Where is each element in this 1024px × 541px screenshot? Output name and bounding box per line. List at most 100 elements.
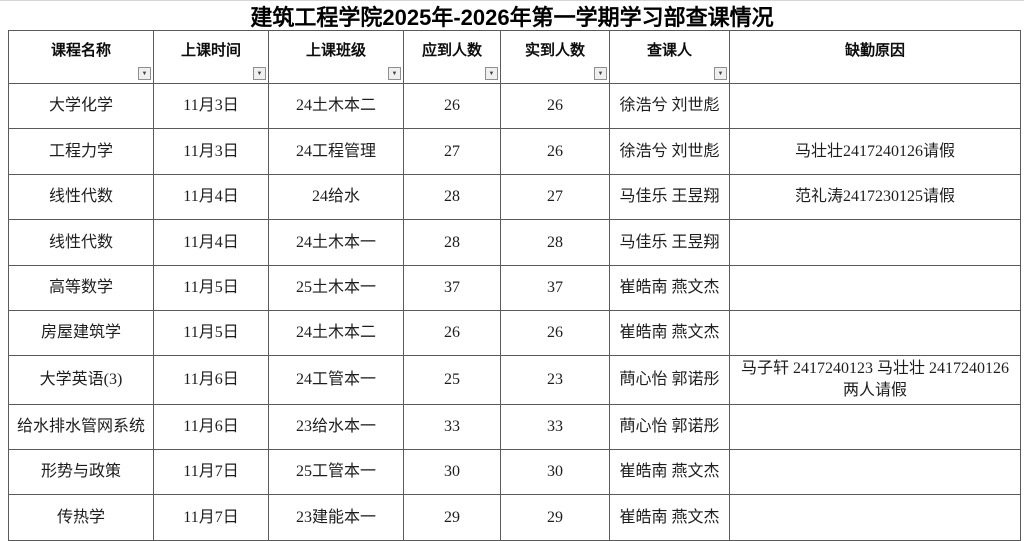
- cell-inspectors[interactable]: 马佳乐 王昱翔: [609, 173, 730, 221]
- cell-inspectors[interactable]: 崔皓南 燕文杰: [609, 264, 730, 311]
- cell-time[interactable]: 11月5日: [153, 264, 269, 311]
- cell-course[interactable]: 线性代数: [8, 173, 154, 221]
- cell-actual[interactable]: 26: [500, 82, 610, 130]
- column-header-time[interactable]: 上课时间 ▼: [153, 30, 269, 84]
- page-title: 建筑工程学院2025年-2026年第一学期学习部查课情况: [250, 4, 774, 30]
- filter-dropdown-icon[interactable]: ▼: [253, 67, 266, 80]
- cell-expected[interactable]: 27: [403, 128, 501, 175]
- cell-course[interactable]: 给水排水管网系统: [8, 403, 154, 450]
- filter-dropdown-icon[interactable]: ▼: [485, 67, 498, 80]
- cell-actual[interactable]: 28: [500, 219, 610, 266]
- cell-time[interactable]: 11月7日: [153, 494, 269, 541]
- cell-reason[interactable]: [729, 219, 1021, 266]
- cell-class[interactable]: 24工管本一: [268, 355, 404, 405]
- filter-dropdown-icon[interactable]: ▼: [138, 67, 151, 80]
- filter-dropdown-icon[interactable]: ▼: [594, 67, 607, 80]
- table-row: 大学化学 11月3日 24土木本二 26 26 徐浩兮 刘世彪: [8, 82, 1021, 130]
- cell-expected[interactable]: 26: [403, 309, 501, 357]
- table-row: 形势与政策 11月7日 25工管本一 30 30 崔皓南 燕文杰: [8, 448, 1021, 496]
- cell-inspectors[interactable]: 徐浩兮 刘世彪: [609, 128, 730, 175]
- column-header-reason[interactable]: 缺勤原因: [729, 30, 1021, 84]
- column-header-expected-label: 应到人数: [421, 41, 482, 59]
- cell-class[interactable]: 24土木本一: [268, 219, 404, 266]
- cell-inspectors[interactable]: 徐浩兮 刘世彪: [609, 82, 730, 130]
- cell-expected[interactable]: 29: [403, 494, 501, 541]
- cell-expected[interactable]: 25: [403, 355, 501, 405]
- column-header-class-label: 上课班级: [305, 41, 366, 59]
- column-header-inspectors[interactable]: 查课人 ▼: [609, 30, 730, 84]
- cell-expected[interactable]: 30: [403, 448, 501, 496]
- table-row: 大学英语(3) 11月6日 24工管本一 25 23 蔄心怡 郭诺彤 马子轩 2417240…: [8, 355, 1021, 405]
- cell-course[interactable]: 大学化学: [8, 82, 154, 130]
- cell-course[interactable]: 形势与政策: [8, 448, 154, 496]
- cell-course[interactable]: 线性代数: [8, 219, 154, 266]
- cell-expected[interactable]: 26: [403, 82, 501, 130]
- cell-expected[interactable]: 37: [403, 264, 501, 311]
- cell-course[interactable]: 工程力学: [8, 128, 154, 175]
- cell-class[interactable]: 25土木本一: [268, 264, 404, 311]
- cell-reason[interactable]: 马壮壮2417240126请假: [729, 128, 1021, 175]
- cell-class[interactable]: 23建能本一: [268, 494, 404, 541]
- cell-expected[interactable]: 28: [403, 219, 501, 266]
- cell-actual[interactable]: 29: [500, 494, 610, 541]
- cell-actual[interactable]: 26: [500, 128, 610, 175]
- filter-dropdown-icon[interactable]: ▼: [714, 67, 727, 80]
- cell-course[interactable]: 房屋建筑学: [8, 309, 154, 357]
- cell-time[interactable]: 11月3日: [153, 128, 269, 175]
- table-row: 高等数学 11月5日 25土木本一 37 37 崔皓南 燕文杰: [8, 264, 1021, 311]
- table-body: 大学化学 11月3日 24土木本二 26 26 徐浩兮 刘世彪 工程力学 11月3日 24工程管…: [8, 82, 1021, 541]
- cell-class[interactable]: 24工程管理: [268, 128, 404, 175]
- cell-course[interactable]: 传热学: [8, 494, 154, 541]
- cell-class[interactable]: 25工管本一: [268, 448, 404, 496]
- column-header-course[interactable]: 课程名称 ▼: [8, 30, 154, 84]
- table-row: 工程力学 11月3日 24工程管理 27 26 徐浩兮 刘世彪 马壮壮2417240126请…: [8, 128, 1021, 175]
- cell-inspectors[interactable]: 崔皓南 燕文杰: [609, 448, 730, 496]
- cell-reason[interactable]: [729, 403, 1021, 450]
- column-header-class[interactable]: 上课班级 ▼: [268, 30, 404, 84]
- cell-inspectors[interactable]: 崔皓南 燕文杰: [609, 494, 730, 541]
- header-row: 课程名称 ▼ 上课时间 ▼ 上课班级 ▼ 应到人数 ▼ 实到人数 ▼: [8, 30, 1021, 84]
- cell-class[interactable]: 24土木本二: [268, 82, 404, 130]
- cell-reason[interactable]: 范礼涛2417230125请假: [729, 173, 1021, 221]
- cell-time[interactable]: 11月4日: [153, 219, 269, 266]
- cell-reason[interactable]: [729, 82, 1021, 130]
- cell-inspectors[interactable]: 崔皓南 燕文杰: [609, 309, 730, 357]
- cell-course[interactable]: 高等数学: [8, 264, 154, 311]
- cell-time[interactable]: 11月6日: [153, 403, 269, 450]
- cell-actual[interactable]: 30: [500, 448, 610, 496]
- cell-reason[interactable]: [729, 309, 1021, 357]
- cell-time[interactable]: 11月7日: [153, 448, 269, 496]
- cell-inspectors[interactable]: 蔄心怡 郭诺彤: [609, 355, 730, 405]
- column-header-course-label: 课程名称: [50, 41, 111, 59]
- cell-actual[interactable]: 27: [500, 173, 610, 221]
- column-header-expected[interactable]: 应到人数 ▼: [403, 30, 501, 84]
- table-row: 给水排水管网系统 11月6日 23给水本一 33 33 蔄心怡 郭诺彤: [8, 403, 1021, 450]
- cell-reason[interactable]: [729, 264, 1021, 311]
- title-band: 建筑工程学院2025年-2026年第一学期学习部查课情况: [0, 1, 1024, 30]
- cell-actual[interactable]: 26: [500, 309, 610, 357]
- cell-actual[interactable]: 33: [500, 403, 610, 450]
- cell-reason[interactable]: [729, 494, 1021, 541]
- cell-course[interactable]: 大学英语(3): [8, 355, 154, 405]
- cell-time[interactable]: 11月6日: [153, 355, 269, 405]
- cell-class[interactable]: 24给水: [268, 173, 404, 221]
- cell-time[interactable]: 11月5日: [153, 309, 269, 357]
- cell-inspectors[interactable]: 蔄心怡 郭诺彤: [609, 403, 730, 450]
- filter-dropdown-icon[interactable]: ▼: [388, 67, 401, 80]
- column-header-actual[interactable]: 实到人数 ▼: [500, 30, 610, 84]
- table-row: 房屋建筑学 11月5日 24土木本二 26 26 崔皓南 燕文杰: [8, 309, 1021, 357]
- cell-reason[interactable]: [729, 448, 1021, 496]
- column-header-reason-label: 缺勤原因: [844, 41, 905, 59]
- cell-class[interactable]: 24土木本二: [268, 309, 404, 357]
- cell-actual[interactable]: 37: [500, 264, 610, 311]
- cell-expected[interactable]: 28: [403, 173, 501, 221]
- cell-actual[interactable]: 23: [500, 355, 610, 405]
- column-header-inspectors-label: 查课人: [646, 41, 692, 59]
- cell-reason[interactable]: 马子轩 2417240123 马壮壮 2417240126 两人请假: [729, 355, 1021, 405]
- cell-time[interactable]: 11月4日: [153, 173, 269, 221]
- cell-expected[interactable]: 33: [403, 403, 501, 450]
- cell-time[interactable]: 11月3日: [153, 82, 269, 130]
- cell-class[interactable]: 23给水本一: [268, 403, 404, 450]
- cell-inspectors[interactable]: 马佳乐 王昱翔: [609, 219, 730, 266]
- table-row: 线性代数 11月4日 24给水 28 27 马佳乐 王昱翔 范礼涛2417230125请假: [8, 173, 1021, 221]
